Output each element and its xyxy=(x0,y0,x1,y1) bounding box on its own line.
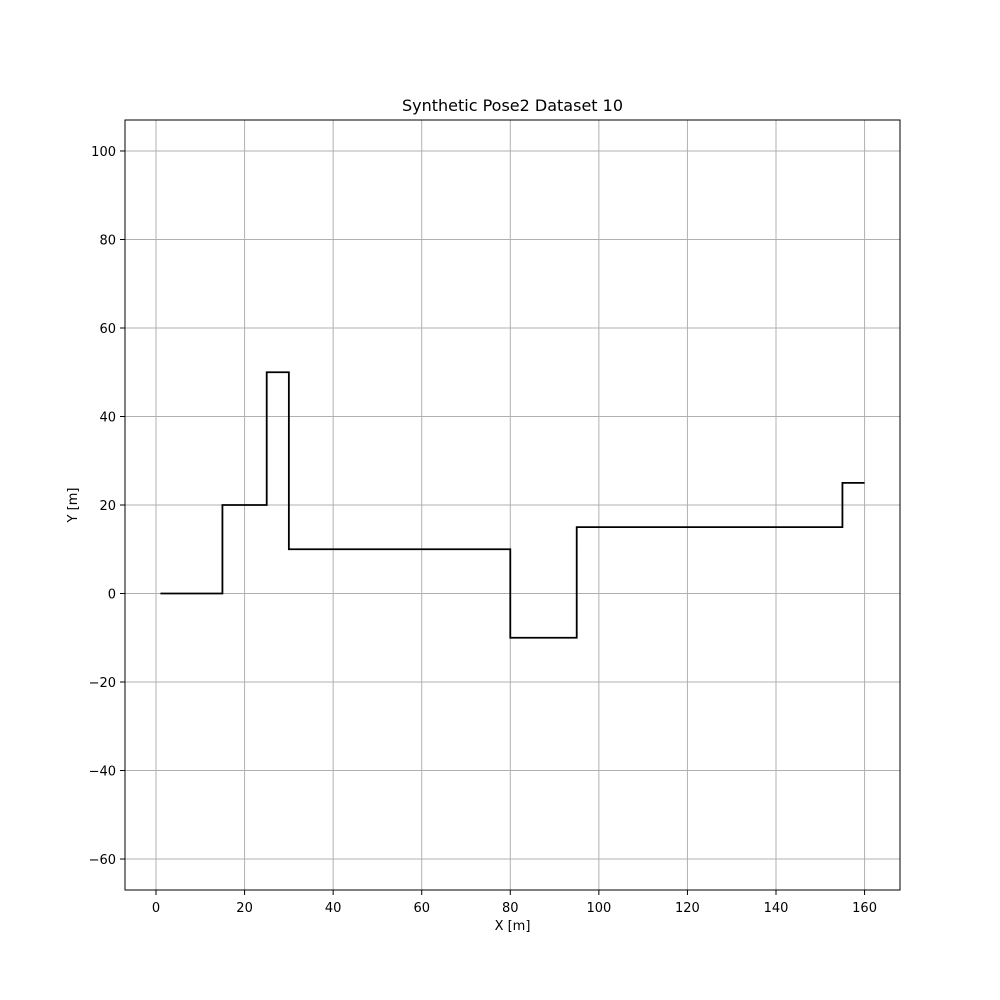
y-tick-label: 0 xyxy=(108,588,116,603)
x-tick-label: 80 xyxy=(502,901,519,916)
series-layer xyxy=(160,371,865,639)
x-axis-label: X [m] xyxy=(495,919,531,934)
x-tick-label: 60 xyxy=(413,901,430,916)
x-tick-label: 20 xyxy=(236,901,253,916)
y-tick-label: −20 xyxy=(89,676,116,691)
trajectory-line xyxy=(160,371,865,639)
y-tick-label: −40 xyxy=(89,765,116,780)
grid xyxy=(125,120,900,890)
y-tick-label: 20 xyxy=(99,499,116,514)
x-axis-ticks: 0 20 40 60 80 100 120 140 160 xyxy=(152,890,877,916)
x-tick-label: 0 xyxy=(152,901,160,916)
y-tick-label: −60 xyxy=(89,853,116,868)
x-tick-label: 140 xyxy=(764,901,789,916)
x-tick-label: 40 xyxy=(325,901,342,916)
y-tick-label: 60 xyxy=(99,322,116,337)
y-tick-label: 80 xyxy=(99,233,116,248)
y-tick-label: 100 xyxy=(91,145,116,160)
x-tick-label: 100 xyxy=(586,901,611,916)
y-axis-ticks: −60 −40 −20 0 20 40 60 80 100 xyxy=(89,145,125,868)
x-tick-label: 120 xyxy=(675,901,700,916)
y-axis-label: Y [m] xyxy=(66,488,81,524)
chart-title: Synthetic Pose2 Dataset 10 xyxy=(402,96,623,115)
x-tick-label: 160 xyxy=(852,901,877,916)
y-tick-label: 40 xyxy=(99,410,116,425)
